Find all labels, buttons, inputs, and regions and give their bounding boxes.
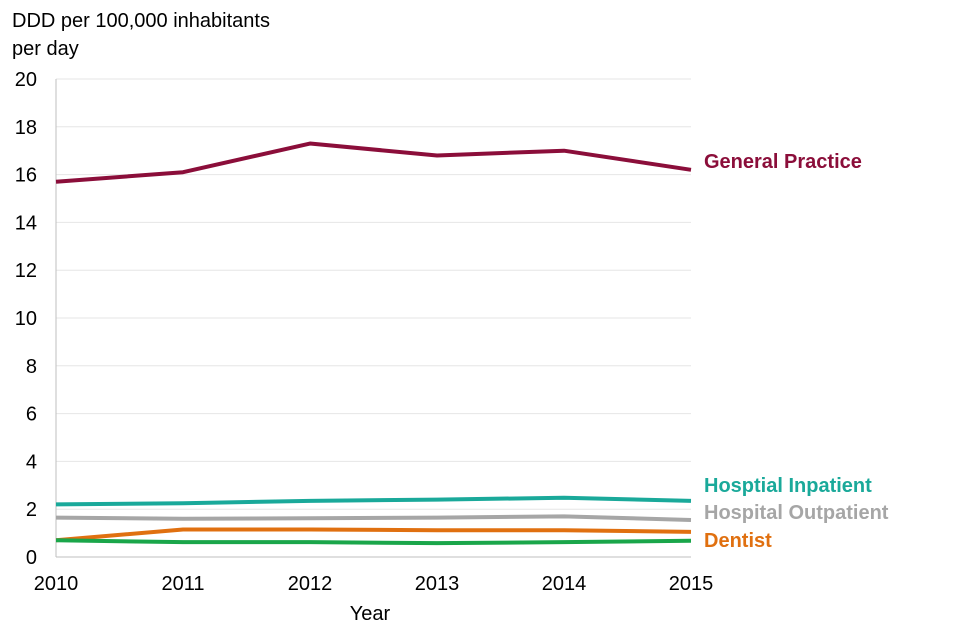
y-axis-label-line-2: per day <box>12 38 79 60</box>
series-label-hospital-outpatient: Hospital Outpatient <box>704 502 889 524</box>
series-lines <box>55 141 692 546</box>
series-line-hospital-outpatient <box>55 514 692 522</box>
x-tick-label: 2012 <box>288 573 333 595</box>
axes <box>55 79 691 558</box>
y-tick-label: 12 <box>15 260 37 282</box>
x-tick-label: 2013 <box>415 573 460 595</box>
y-tick-label: 8 <box>26 356 37 378</box>
x-tick-label: 2010 <box>34 573 79 595</box>
series-labels: General Practice Hosptial Inpatient Hospit… <box>704 151 889 552</box>
x-tick-label: 2015 <box>669 573 714 595</box>
y-tick-label: 2 <box>26 499 37 521</box>
y-tick-labels: 0 2 4 6 8 10 12 14 16 18 20 <box>15 69 37 569</box>
series-line-general-practice <box>55 141 692 184</box>
x-tick-label: 2014 <box>542 573 587 595</box>
x-axis-label: Year <box>350 603 391 625</box>
series-line-hosptial-inpatient <box>55 495 692 507</box>
gridlines <box>56 78 691 510</box>
y-tick-label: 4 <box>26 451 37 473</box>
x-tick-label: 2011 <box>161 573 204 595</box>
series-label-dentist: Dentist <box>704 530 772 552</box>
y-tick-label: 20 <box>15 69 37 91</box>
y-tick-label: 10 <box>15 308 37 330</box>
y-tick-label: 0 <box>26 547 37 569</box>
y-tick-label: 18 <box>15 117 37 139</box>
series-label-general-practice: General Practice <box>704 151 862 173</box>
series-line-dentist <box>55 527 692 543</box>
series-label-hosptial-inpatient: Hosptial Inpatient <box>704 475 872 497</box>
series-line-unlabeled <box>55 538 692 546</box>
y-axis-label-line-1: DDD per 100,000 inhabitants <box>12 10 270 32</box>
x-tick-labels: 2010 2011 2012 2013 2014 2015 <box>34 573 714 595</box>
y-tick-label: 16 <box>15 165 37 187</box>
y-tick-label: 14 <box>15 212 37 234</box>
y-tick-label: 6 <box>26 404 37 426</box>
